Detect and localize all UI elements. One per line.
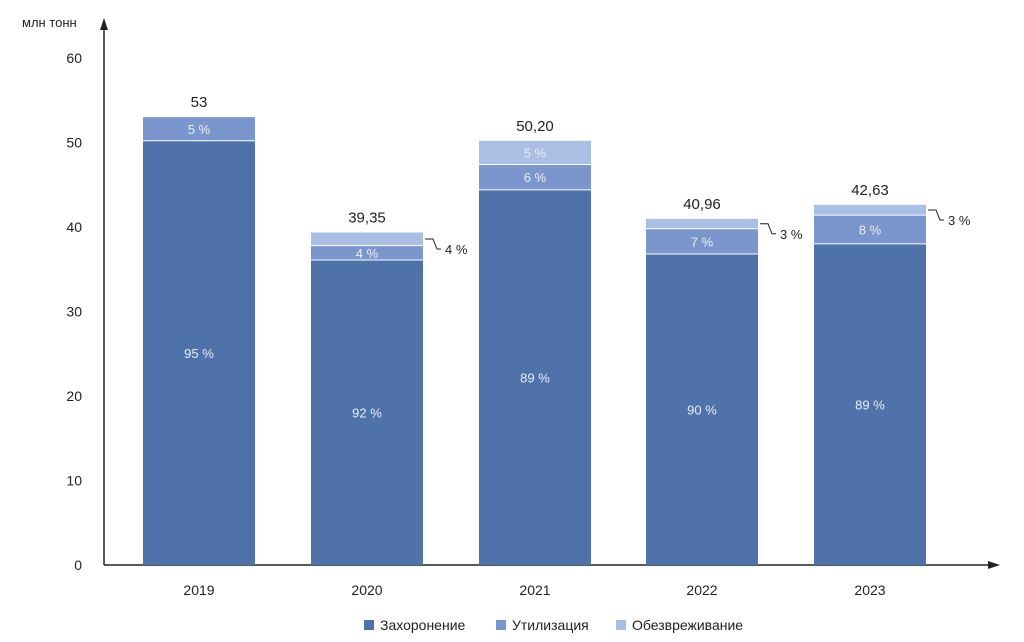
legend-item: Обезвреживание [616, 617, 743, 633]
bar-total-label: 50,20 [516, 118, 554, 135]
segment-label: 3 % [948, 213, 971, 228]
segment-label: 92 % [352, 405, 382, 420]
label-leader-line [760, 223, 776, 235]
bar-segment [646, 254, 758, 566]
y-axis-unit-label: млн тонн [22, 15, 77, 30]
bar-segment [311, 232, 423, 246]
y-tick-label: 50 [66, 135, 82, 151]
bar-total-label: 42,63 [851, 182, 889, 199]
bar-total-label: 40,96 [683, 196, 721, 213]
segment-label: 7 % [691, 234, 714, 249]
bars: 95 % 5 % 53 92 % 4 % 4 % 39,35 89 % 6 % 5 % 50,20 9… [143, 94, 971, 566]
y-tick-labels: 0 10 20 30 40 50 60 [66, 50, 82, 573]
segment-label: 3 % [780, 227, 803, 242]
bar-segment [311, 259, 423, 565]
legend-swatch [496, 620, 506, 630]
segment-label: 8 % [859, 223, 882, 238]
x-tick-label: 2021 [519, 582, 550, 598]
x-tick-label: 2019 [183, 582, 214, 598]
bar-segment [143, 117, 255, 141]
bar-stack: 92 % 4 % 4 % 39,35 [311, 209, 468, 565]
bar-segment [814, 243, 926, 565]
y-tick-label: 40 [66, 219, 82, 235]
segment-label: 5 % [524, 146, 547, 161]
x-tick-labels: 2019 2020 2021 2022 2023 [183, 582, 885, 598]
legend-label: Утилизация [512, 617, 589, 633]
bar-segment [814, 204, 926, 216]
bar-segment [814, 215, 926, 244]
y-tick-label: 10 [66, 473, 82, 489]
bar-stack: 89 % 8 % 3 % 42,63 [814, 182, 971, 565]
label-leader-line [425, 238, 441, 250]
legend: Захоронение Утилизация Обезвреживание [364, 617, 743, 633]
legend-label: Обезвреживание [632, 617, 743, 633]
y-tick-label: 20 [66, 388, 82, 404]
segment-label: 89 % [855, 397, 885, 412]
segment-label: 5 % [188, 122, 211, 137]
segment-label: 4 % [356, 246, 379, 261]
bar-segment [646, 228, 758, 255]
x-axis-arrow [988, 561, 1000, 569]
bar-total-label: 53 [191, 94, 208, 111]
y-tick-label: 0 [74, 557, 82, 573]
y-tick-label: 30 [66, 304, 82, 320]
bar-segment [311, 245, 423, 260]
bar-segment [479, 140, 591, 165]
segment-label: 89 % [520, 370, 550, 385]
y-tick-label: 60 [66, 50, 82, 66]
legend-label: Захоронение [380, 617, 466, 633]
legend-swatch [364, 620, 374, 630]
segment-label: 6 % [524, 170, 547, 185]
bar-stack: 89 % 6 % 5 % 50,20 [479, 118, 591, 565]
bar-total-label: 39,35 [348, 209, 386, 226]
x-tick-label: 2023 [854, 582, 885, 598]
segment-label: 4 % [445, 242, 468, 257]
bar-segment [479, 189, 591, 565]
bar-segment [646, 218, 758, 229]
bar-segment [143, 140, 255, 565]
x-tick-label: 2022 [686, 582, 717, 598]
x-tick-label: 2020 [351, 582, 382, 598]
segment-label: 90 % [687, 403, 717, 418]
legend-item: Захоронение [364, 617, 466, 633]
legend-swatch [616, 620, 626, 630]
y-axis-arrow [100, 18, 108, 30]
bar-segment [479, 164, 591, 190]
segment-label: 95 % [184, 346, 214, 361]
bar-stack: 90 % 7 % 3 % 40,96 [646, 196, 803, 566]
label-leader-line [928, 209, 944, 221]
legend-item: Утилизация [496, 617, 589, 633]
bar-stack: 95 % 5 % 53 [143, 94, 255, 565]
